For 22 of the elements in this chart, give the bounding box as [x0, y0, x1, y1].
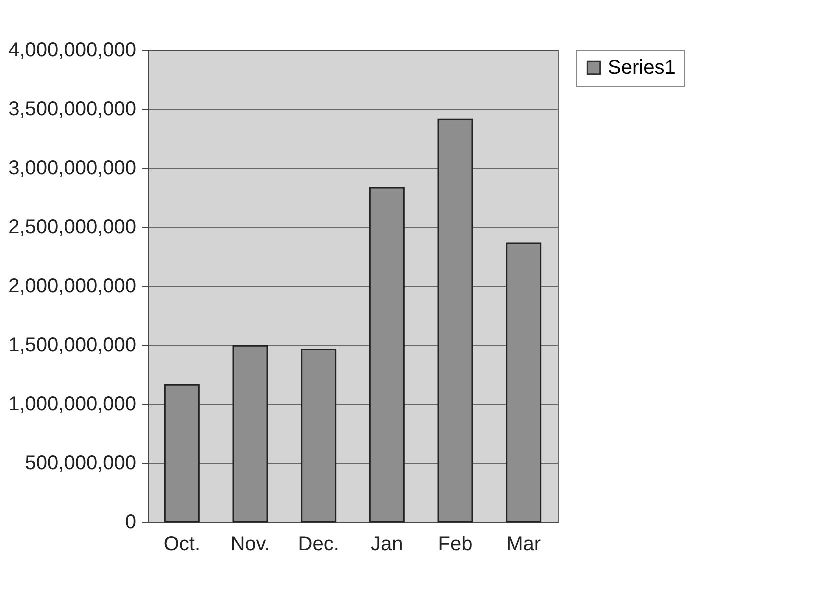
- y-tick-label: 2,000,000,000: [8, 276, 136, 298]
- x-tick-label: Nov.: [230, 534, 270, 556]
- y-tick-label: 0: [125, 512, 136, 534]
- bar: [301, 348, 337, 523]
- y-tick-label: 4,000,000,000: [8, 40, 136, 62]
- bar: [506, 242, 542, 523]
- y-tick-label: 3,000,000,000: [8, 158, 136, 180]
- x-tick-label: Mar: [506, 534, 542, 556]
- y-tick-label: 1,000,000,000: [8, 394, 136, 416]
- y-tick-label: 3,500,000,000: [8, 98, 136, 120]
- y-tick-label: 2,500,000,000: [8, 216, 136, 238]
- legend-label: Series1: [608, 57, 676, 79]
- bar: [438, 118, 474, 523]
- x-tick-label: Oct.: [164, 534, 201, 556]
- y-tick-label: 1,500,000,000: [8, 334, 136, 356]
- bar: [369, 187, 405, 523]
- bar: [164, 384, 200, 523]
- x-tick-label: Dec.: [298, 534, 340, 556]
- x-tick-label: Jan: [371, 534, 404, 556]
- x-tick-label: Feb: [438, 534, 473, 556]
- y-tick-label: 500,000,000: [25, 452, 136, 474]
- bar: [232, 345, 268, 523]
